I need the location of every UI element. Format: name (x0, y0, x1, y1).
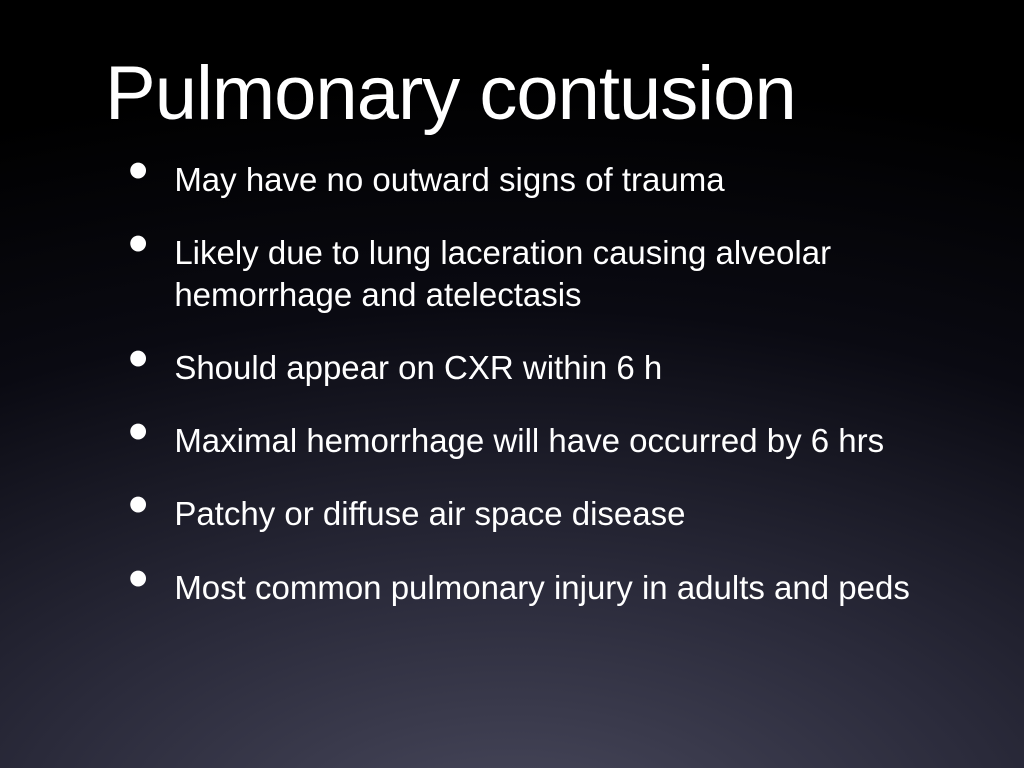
list-item: • Most common pulmonary injury in adults… (110, 563, 954, 608)
bullet-icon: • (128, 416, 148, 448)
list-item: • Patchy or diffuse air space disease (110, 489, 954, 534)
bullet-text: May have no outward signs of trauma (174, 155, 724, 200)
bullet-icon: • (128, 489, 148, 521)
bullet-text: Should appear on CXR within 6 h (174, 343, 662, 388)
bullet-icon: • (128, 563, 148, 595)
bullet-text: Maximal hemorrhage will have occurred by… (174, 416, 884, 461)
bullet-text: Likely due to lung laceration causing al… (174, 228, 954, 315)
list-item: • Should appear on CXR within 6 h (110, 343, 954, 388)
slide-title: Pulmonary contusion (105, 50, 954, 137)
list-item: • Maximal hemorrhage will have occurred … (110, 416, 954, 461)
bullet-text: Patchy or diffuse air space disease (174, 489, 685, 534)
list-item: • May have no outward signs of trauma (110, 155, 954, 200)
slide-container: Pulmonary contusion • May have no outwar… (0, 0, 1024, 768)
bullet-icon: • (128, 155, 148, 187)
list-item: • Likely due to lung laceration causing … (110, 228, 954, 315)
bullet-icon: • (128, 228, 148, 260)
bullet-text: Most common pulmonary injury in adults a… (174, 563, 910, 608)
bullet-list: • May have no outward signs of trauma • … (110, 155, 954, 608)
bullet-icon: • (128, 343, 148, 375)
